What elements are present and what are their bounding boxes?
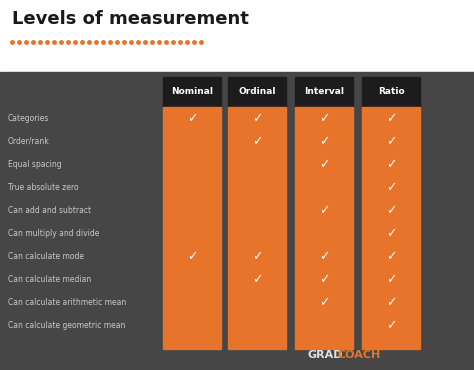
Bar: [163, 107, 221, 349]
Text: ✓: ✓: [386, 112, 396, 125]
Text: Can calculate geometric mean: Can calculate geometric mean: [8, 321, 126, 330]
Text: ✓: ✓: [252, 135, 262, 148]
Text: Levels of measurement: Levels of measurement: [12, 10, 249, 28]
Bar: [163, 77, 221, 107]
Bar: [362, 77, 420, 107]
Text: ✓: ✓: [252, 250, 262, 263]
Text: GRAD: GRAD: [308, 350, 344, 360]
Text: Categories: Categories: [8, 114, 49, 123]
Text: Interval: Interval: [304, 87, 344, 97]
Text: ✓: ✓: [319, 250, 329, 263]
Text: ✓: ✓: [319, 204, 329, 217]
Text: Order/rank: Order/rank: [8, 137, 50, 146]
Text: Can add and subtract: Can add and subtract: [8, 206, 91, 215]
Text: ✓: ✓: [187, 250, 197, 263]
Bar: [362, 107, 420, 349]
Text: ✓: ✓: [187, 112, 197, 125]
Text: ✓: ✓: [386, 296, 396, 309]
Bar: [0, 0, 474, 72]
Text: ✓: ✓: [386, 158, 396, 171]
Bar: [295, 77, 353, 107]
Text: ✓: ✓: [319, 296, 329, 309]
Bar: [295, 107, 353, 349]
Text: Equal spacing: Equal spacing: [8, 160, 62, 169]
Text: Nominal: Nominal: [171, 87, 213, 97]
Text: Can calculate median: Can calculate median: [8, 275, 91, 284]
Text: Ordinal: Ordinal: [238, 87, 276, 97]
Text: ✓: ✓: [386, 273, 396, 286]
Text: ✓: ✓: [386, 204, 396, 217]
Text: Can calculate mode: Can calculate mode: [8, 252, 84, 261]
Text: ✓: ✓: [319, 112, 329, 125]
Text: Ratio: Ratio: [378, 87, 404, 97]
Text: ✓: ✓: [252, 112, 262, 125]
Bar: [0, 72, 474, 370]
Text: ✓: ✓: [386, 250, 396, 263]
Text: ✓: ✓: [386, 227, 396, 240]
Bar: [228, 107, 286, 349]
Text: Can multiply and divide: Can multiply and divide: [8, 229, 100, 238]
Bar: [228, 77, 286, 107]
Text: True absolute zero: True absolute zero: [8, 183, 79, 192]
Text: ✓: ✓: [386, 135, 396, 148]
Text: ✓: ✓: [252, 273, 262, 286]
Text: ✓: ✓: [386, 319, 396, 332]
Text: COACH: COACH: [338, 350, 381, 360]
Text: Can calculate arithmetic mean: Can calculate arithmetic mean: [8, 298, 126, 307]
Text: ✓: ✓: [386, 181, 396, 194]
Text: ✓: ✓: [319, 158, 329, 171]
Text: ✓: ✓: [319, 135, 329, 148]
Text: ✓: ✓: [319, 273, 329, 286]
